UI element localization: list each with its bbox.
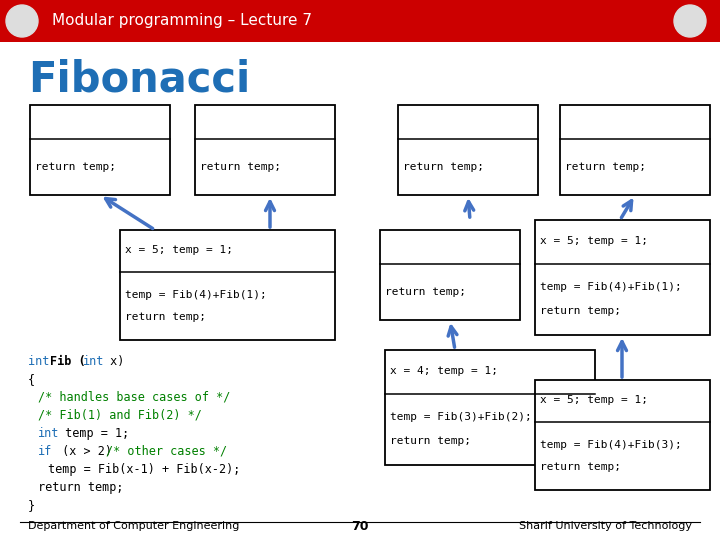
Text: temp = Fib(x-1) + Fib(x-2);: temp = Fib(x-1) + Fib(x-2); <box>48 463 240 476</box>
Text: /* other cases */: /* other cases */ <box>106 445 227 458</box>
Text: int: int <box>28 355 56 368</box>
Circle shape <box>674 5 706 37</box>
Text: }: } <box>28 499 35 512</box>
Bar <box>30 105 170 195</box>
Text: return temp;: return temp; <box>540 462 621 472</box>
Text: return temp;: return temp; <box>38 481 124 494</box>
Text: /* Fib(1) and Fib(2) */: /* Fib(1) and Fib(2) */ <box>38 409 202 422</box>
Text: int: int <box>83 355 104 368</box>
Bar <box>398 105 538 195</box>
Text: Sharif University of Technology: Sharif University of Technology <box>519 521 692 531</box>
Bar <box>385 350 595 465</box>
Text: (x > 2): (x > 2) <box>55 445 119 458</box>
Text: temp = Fib(4)+Fib(1);: temp = Fib(4)+Fib(1); <box>540 282 682 293</box>
Text: temp = Fib(4)+Fib(1);: temp = Fib(4)+Fib(1); <box>125 289 266 300</box>
Text: {: { <box>28 373 35 386</box>
Text: temp = Fib(4)+Fib(3);: temp = Fib(4)+Fib(3); <box>540 440 682 449</box>
Text: temp = 1;: temp = 1; <box>58 427 130 440</box>
Text: temp = Fib(3)+Fib(2);: temp = Fib(3)+Fib(2); <box>390 413 532 422</box>
Text: x): x) <box>103 355 125 368</box>
Text: Department of Computer Engineering: Department of Computer Engineering <box>28 521 239 531</box>
Text: return temp;: return temp; <box>540 306 621 316</box>
Text: x = 5; temp = 1;: x = 5; temp = 1; <box>125 245 233 255</box>
Text: if: if <box>38 445 53 458</box>
Text: return temp;: return temp; <box>385 287 466 297</box>
Text: return temp;: return temp; <box>403 162 484 172</box>
Text: x = 4; temp = 1;: x = 4; temp = 1; <box>390 366 498 376</box>
Text: Fib (: Fib ( <box>50 355 86 368</box>
Bar <box>195 105 335 195</box>
Text: return temp;: return temp; <box>390 436 471 446</box>
Text: return temp;: return temp; <box>200 162 281 172</box>
Bar <box>0 0 720 42</box>
Text: Fibonacci: Fibonacci <box>28 58 251 100</box>
Bar <box>560 105 710 195</box>
Text: return temp;: return temp; <box>125 312 206 322</box>
Text: Modular programming – Lecture 7: Modular programming – Lecture 7 <box>52 14 312 29</box>
Text: x = 5; temp = 1;: x = 5; temp = 1; <box>540 235 648 246</box>
Bar <box>535 220 710 335</box>
Text: return temp;: return temp; <box>565 162 646 172</box>
Text: x = 5; temp = 1;: x = 5; temp = 1; <box>540 395 648 405</box>
Bar <box>120 230 335 340</box>
Text: /* handles base cases of */: /* handles base cases of */ <box>38 391 230 404</box>
Text: 70: 70 <box>351 519 369 532</box>
Bar <box>380 230 520 320</box>
Text: int: int <box>38 427 59 440</box>
Circle shape <box>6 5 38 37</box>
Bar <box>535 380 710 490</box>
Text: return temp;: return temp; <box>35 162 116 172</box>
